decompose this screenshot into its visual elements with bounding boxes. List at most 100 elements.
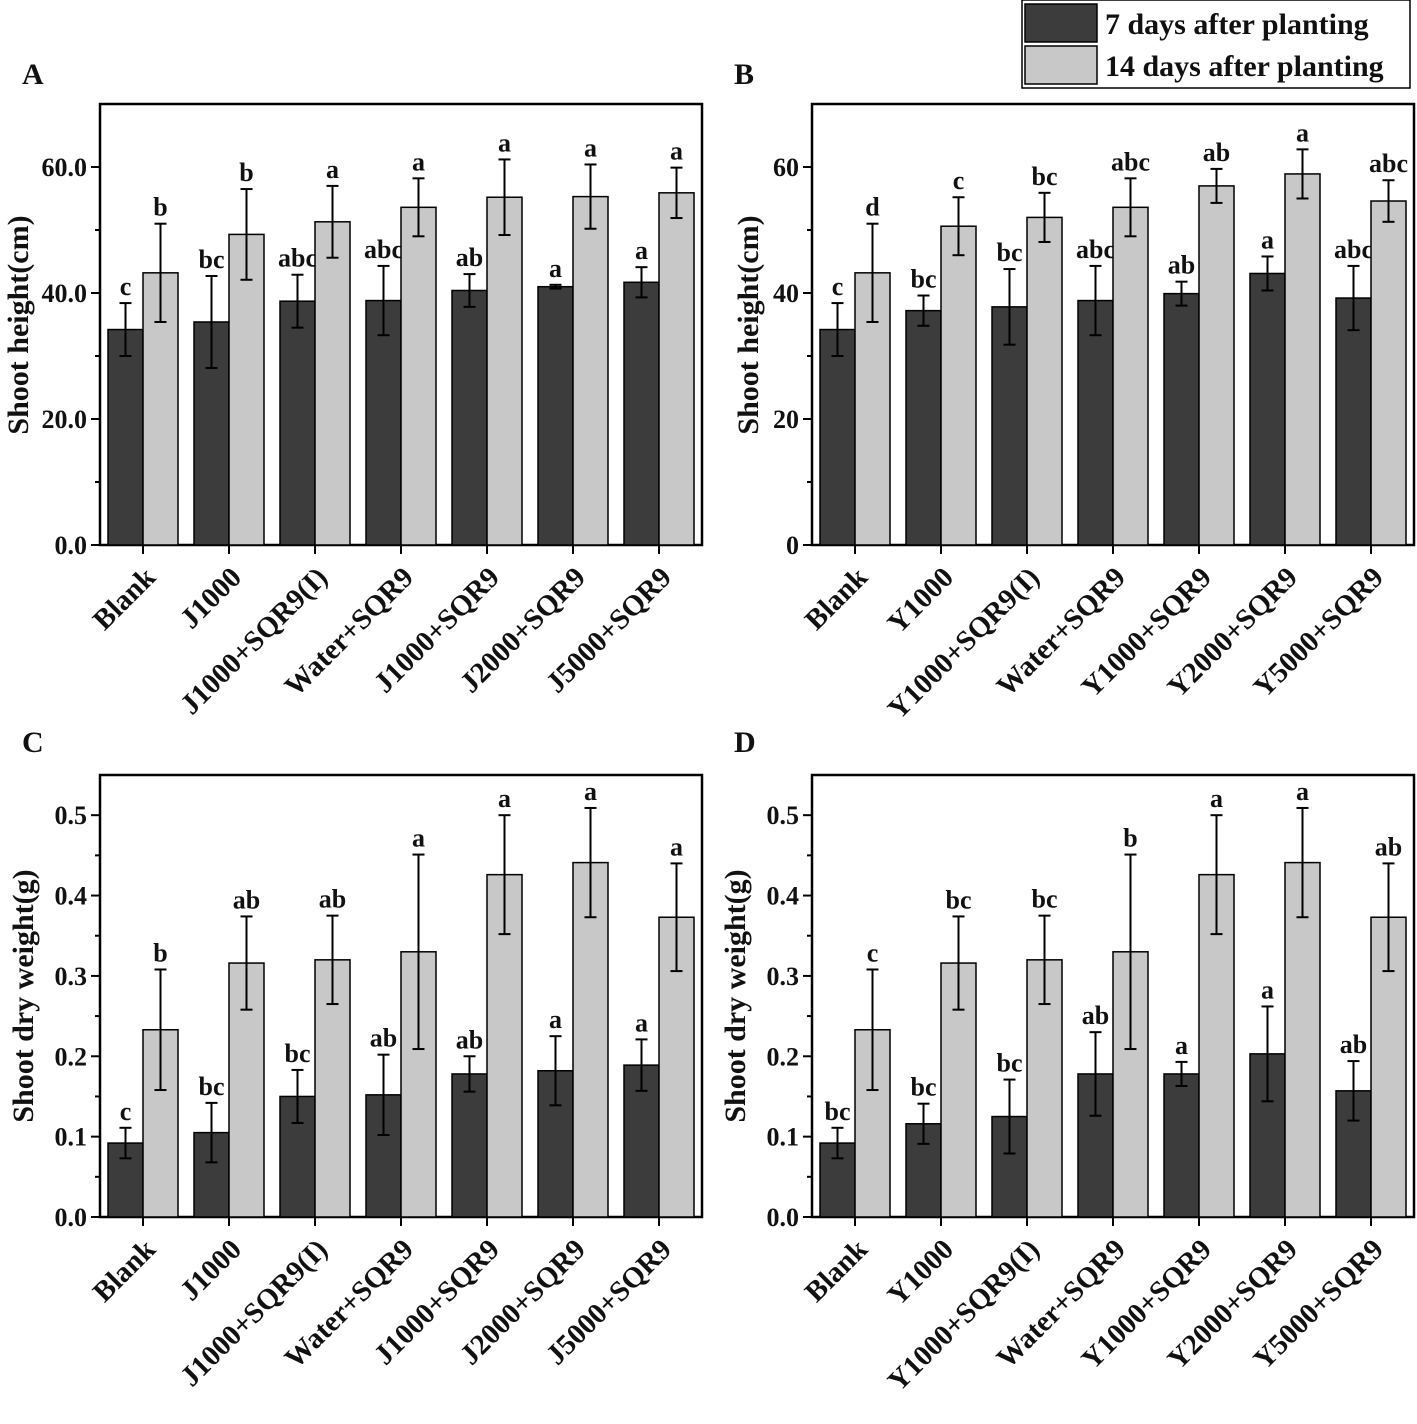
x-tick-label: J1000 [174, 561, 248, 635]
legend: 7 days after planting 14 days after plan… [1021, 0, 1411, 89]
x-tick-label: J1000 [174, 1233, 248, 1307]
significance-label: abc [1111, 147, 1150, 176]
significance-label: a [549, 1005, 562, 1034]
significance-label: ab [370, 1024, 397, 1053]
bar-14d [572, 861, 609, 1218]
y-tick-label: 0.0 [767, 1203, 800, 1232]
bar-7d [1163, 1073, 1200, 1218]
chart-panel-c: 0.0 0.1 0.2 0.3 0.4 0.5 Shoot dry weight(g) Bla… [7, 773, 704, 1393]
x-tick-label: Blank [87, 561, 163, 637]
y-axis-label: Shoot height(cm) [732, 215, 765, 434]
bar-7d [537, 285, 574, 546]
x-tick-label: J1000+SQR9(I) [174, 561, 334, 721]
bar-7d [1077, 299, 1114, 546]
significance-label: bc [825, 1097, 851, 1126]
significance-label: a [412, 147, 425, 176]
bar-7d [1163, 292, 1200, 546]
significance-label: d [865, 193, 880, 222]
significance-label: bc [911, 265, 937, 294]
significance-label: ab [1082, 1001, 1109, 1030]
legend-label-7d: 7 days after planting [1105, 8, 1369, 41]
significance-label: ab [1340, 1030, 1367, 1059]
significance-label: abc [1076, 235, 1115, 264]
bar-14d [228, 233, 265, 546]
significance-label: a [549, 254, 562, 283]
y-axis-label: Shoot height(cm) [2, 215, 35, 434]
panel-label-a: A [22, 58, 44, 91]
panel-label-d: D [734, 726, 756, 759]
significance-label: ab [319, 885, 346, 914]
significance-label: abc [364, 235, 403, 264]
significance-label: abc [278, 244, 317, 273]
y-tick-label: 0.0 [55, 531, 88, 560]
significance-label: abc [1334, 235, 1373, 264]
panel-label-c: C [22, 726, 44, 759]
bar-14d [658, 192, 695, 546]
significance-label: a [635, 1008, 648, 1037]
significance-label: b [153, 938, 167, 967]
bar-14d [1026, 216, 1063, 546]
significance-label: a [584, 777, 597, 806]
y-tick-label: 0.2 [767, 1042, 800, 1071]
y-tick-label: 0.4 [767, 882, 800, 911]
significance-label: a [670, 832, 683, 861]
significance-label: c [120, 1097, 132, 1126]
significance-label: a [584, 133, 597, 162]
bar-14d [1198, 185, 1235, 546]
bar-7d [1249, 272, 1286, 546]
significance-label: a [635, 236, 648, 265]
significance-label: b [153, 193, 167, 222]
bar-14d [1284, 173, 1321, 546]
y-tick-label: 60.0 [42, 153, 88, 182]
significance-label: c [953, 166, 965, 195]
significance-label: bc [911, 1073, 937, 1102]
y-tick-label: 0.3 [55, 962, 88, 991]
significance-label: a [670, 137, 683, 166]
significance-label: c [867, 938, 879, 967]
significance-label: bc [997, 238, 1023, 267]
significance-label: a [1210, 784, 1223, 813]
y-tick-label: 0.1 [767, 1123, 800, 1152]
y-tick-label: 20.0 [42, 405, 88, 434]
significance-label: bc [1032, 162, 1058, 191]
bar-7d [623, 281, 660, 546]
bar-7d [1335, 297, 1372, 546]
significance-label: ab [1203, 138, 1230, 167]
significance-label: a [326, 155, 339, 184]
significance-label: abc [1369, 149, 1408, 178]
bar-14d [572, 195, 609, 546]
panel-label-b: B [734, 58, 754, 91]
significance-label: c [832, 272, 844, 301]
y-tick-label: 40 [773, 279, 799, 308]
bar-7d [193, 321, 230, 546]
significance-label: ab [1375, 832, 1402, 861]
bar-7d [451, 1073, 488, 1218]
x-tick-label: Y1000+SQR9(I) [882, 1233, 1046, 1397]
y-axis-label: Shoot dry weight(g) [7, 869, 40, 1122]
significance-label: b [239, 158, 253, 187]
chart-panel-b: 0 20 40 60 Shoot height(cm) Blank c d Y1000 bc c Y1… [732, 102, 1416, 726]
y-tick-label: 0 [786, 531, 799, 560]
y-tick-label: 0.4 [55, 882, 88, 911]
x-tick-label: Blank [799, 561, 875, 637]
bar-14d [1112, 206, 1149, 546]
significance-label: a [1261, 975, 1274, 1004]
y-tick-label: 0.1 [55, 1123, 88, 1152]
x-tick-label: Blank [799, 1233, 875, 1309]
significance-label: a [1296, 118, 1309, 147]
x-tick-label: Y1000+SQR9(I) [882, 561, 1046, 725]
significance-label: c [120, 272, 132, 301]
y-tick-label: 40.0 [42, 279, 88, 308]
chart-panel-d: 0.0 0.1 0.2 0.3 0.4 0.5 Shoot dry weight(g) Bla… [719, 773, 1416, 1398]
bar-14d [1284, 861, 1321, 1218]
significance-label: bc [1032, 885, 1058, 914]
legend-label-14d: 14 days after planting [1105, 50, 1384, 83]
bar-14d [1370, 200, 1407, 546]
significance-label: a [498, 784, 511, 813]
bar-14d [400, 206, 437, 546]
significance-label: b [1123, 824, 1137, 853]
legend-swatch-14d [1024, 45, 1098, 85]
significance-label: ab [456, 1025, 483, 1054]
y-tick-label: 0.2 [55, 1042, 88, 1071]
